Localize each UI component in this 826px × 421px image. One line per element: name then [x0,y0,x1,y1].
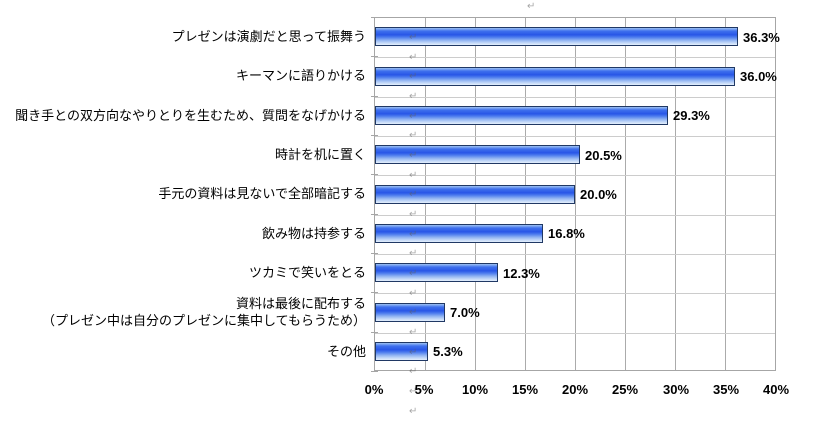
return-mark: ↵ [409,111,418,122]
return-mark: ↵ [409,366,418,377]
value-label: 20.5% [585,148,622,163]
return-mark: ↵ [409,150,418,161]
bar [375,185,575,204]
category-tick [371,292,378,293]
return-mark: ↵ [409,406,418,417]
category-tick [371,253,378,254]
return-mark: ↵ [409,248,418,259]
return-mark: ↵ [409,71,418,82]
gridline-vertical [725,18,726,370]
return-mark: ↵ [409,170,418,181]
category-label: 聞き手との双方向なやりとりを生むため、質問をなげかける [15,107,366,123]
return-mark: ↵ [409,229,418,240]
category-tick [371,135,378,136]
value-label: 7.0% [450,305,480,320]
gridline-horizontal [375,293,775,294]
category-tick [371,371,378,372]
return-mark: ↵ [527,1,536,12]
value-label: 12.3% [503,266,540,281]
x-tick-label: 40% [762,382,790,397]
x-tick-label: 5% [414,382,434,397]
value-label: 20.0% [580,187,617,202]
return-mark: ↵ [409,386,418,397]
gridline-horizontal [375,175,775,176]
value-label: 36.0% [740,69,777,84]
x-tick-label: 0% [364,382,384,397]
gridline-vertical [675,18,676,370]
gridline-vertical [625,18,626,370]
category-tick [371,96,378,97]
return-mark: ↵ [409,130,418,141]
return-mark: ↵ [409,268,418,279]
category-label: 手元の資料は見ないで全部暗記する [158,186,366,202]
category-label: ツカミで笑いをとる [248,265,366,281]
return-mark: ↵ [409,288,418,299]
bar [375,106,668,125]
category-tick [371,56,378,57]
x-tick-label: 25% [611,382,639,397]
x-tick-label: 10% [461,382,489,397]
x-tick-label: 15% [511,382,539,397]
category-tick [371,332,378,333]
category-label: キーマンに語りかける [235,68,366,84]
category-tick [371,214,378,215]
plot-area: 36.3% 36.0% 29.3% 20.5% 20.0% 16.8% 12.3% 7.0% 5… [374,17,780,371]
category-label: 時計を机に置く [274,147,366,163]
x-tick-label: 35% [712,382,740,397]
return-mark: ↵ [409,91,418,102]
gridline-horizontal [375,97,775,98]
return-mark: ↵ [409,52,418,63]
gridline-horizontal [375,136,775,137]
gridline-vertical [575,18,576,370]
value-label: 29.3% [673,108,710,123]
x-tick-label: 30% [662,382,690,397]
category-tick [371,17,378,18]
return-mark: ↵ [409,327,418,338]
bar [375,303,445,322]
bar [375,67,735,86]
bar [375,145,580,164]
return-mark: ↵ [409,32,418,43]
bar [375,342,428,361]
category-label: 資料は最後に配布する （プレゼン中は自分のプレゼンに集中してもらうため） [42,295,366,328]
return-mark: ↵ [409,347,418,358]
value-label: 5.3% [433,344,463,359]
category-label: 飲み物は持参する [261,225,366,241]
return-mark: ↵ [409,209,418,220]
x-tick-label: 20% [561,382,589,397]
return-mark: ↵ [409,189,418,200]
gridline-horizontal [375,254,775,255]
bar [375,27,738,46]
value-label: 36.3% [743,30,780,45]
gridline-horizontal [375,333,775,334]
gridline-horizontal [375,215,775,216]
return-mark: ↵ [409,307,418,318]
bar [375,263,498,282]
category-label: プレゼンは演劇だと思って振舞う [171,29,366,45]
category-tick [371,174,378,175]
bar [375,224,543,243]
gridline-horizontal [375,57,775,58]
value-label: 16.8% [548,226,585,241]
category-label: その他 [326,343,366,359]
